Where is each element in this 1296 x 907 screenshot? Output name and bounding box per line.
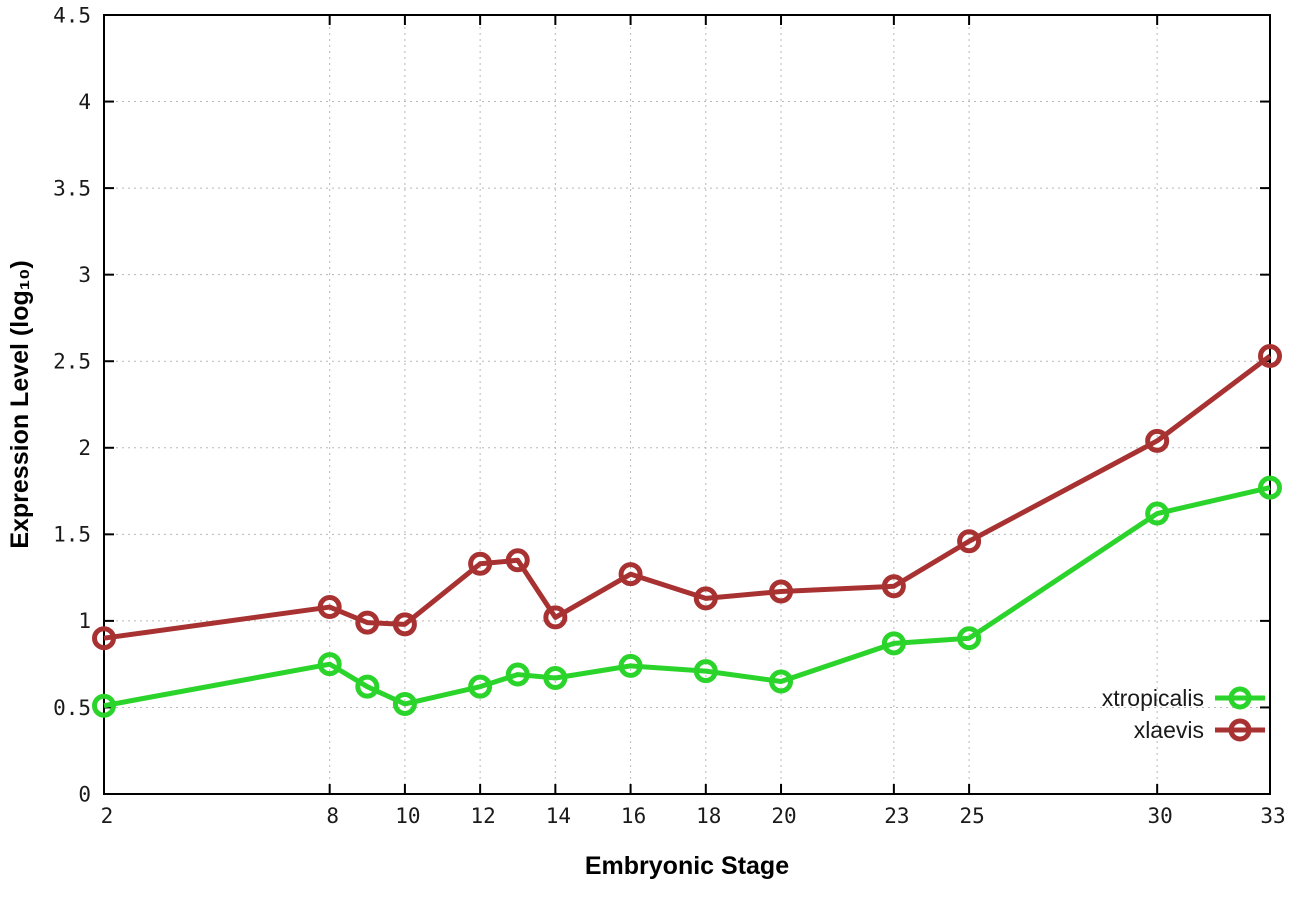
x-tick-label: 25 xyxy=(959,804,984,828)
x-axis-title: Embryonic Stage xyxy=(584,852,790,880)
x-tick-label: 14 xyxy=(546,804,571,828)
data-point-xtropicalis xyxy=(355,674,380,699)
data-point-xlaevis xyxy=(92,626,116,651)
data-point-xtropicalis xyxy=(1258,475,1282,500)
data-point-xlaevis xyxy=(392,612,417,637)
y-tick-label: 1 xyxy=(78,609,91,633)
y-tick-label: 3 xyxy=(78,263,91,287)
data-point-xtropicalis xyxy=(1145,501,1170,526)
data-point-xlaevis xyxy=(957,529,982,554)
y-tick-label: 0.5 xyxy=(53,696,91,720)
legend-label-xlaevis: xlaevis xyxy=(1133,716,1204,743)
legend-marker-xtropicalis xyxy=(1215,686,1265,710)
y-tick-label: 4.5 xyxy=(53,3,91,27)
data-point-xlaevis xyxy=(543,605,568,630)
data-point-xtropicalis xyxy=(505,662,530,687)
x-tick-label: 18 xyxy=(696,804,721,828)
y-tick-label: 2 xyxy=(78,436,91,460)
data-point-xlaevis xyxy=(1145,428,1170,453)
data-point-xlaevis xyxy=(1258,344,1282,369)
data-point-xtropicalis xyxy=(881,631,906,656)
series-line-xlaevis xyxy=(103,354,1272,641)
series-line-xtropicalis xyxy=(103,485,1271,709)
x-tick-label: 23 xyxy=(884,804,909,828)
data-point-xlaevis xyxy=(769,579,794,604)
legend-item-xtropicalis: xtropicalis xyxy=(1102,684,1266,712)
legend-item-xlaevis: xlaevis xyxy=(1134,716,1266,744)
y-tick-label: 1.5 xyxy=(53,523,91,547)
plot-border xyxy=(103,14,1271,795)
legend: xtropicalis xlaevis xyxy=(1102,684,1266,744)
data-point-xtropicalis xyxy=(957,626,982,651)
data-point-xtropicalis xyxy=(92,693,116,718)
x-tick-label: 20 xyxy=(771,804,796,828)
y-tick-label: 2.5 xyxy=(53,350,91,374)
data-point-xtropicalis xyxy=(693,659,718,684)
data-point-xtropicalis xyxy=(392,691,417,716)
y-axis-title: Expression Level (log₁₀) xyxy=(6,260,34,549)
data-point-xtropicalis xyxy=(543,666,568,691)
y-tick-label: 4 xyxy=(78,90,91,114)
data-point-xtropicalis xyxy=(618,653,643,678)
x-tick-label: 2 xyxy=(101,804,114,828)
data-point-xlaevis xyxy=(693,586,718,611)
data-point-xlaevis xyxy=(355,610,380,635)
data-point-xtropicalis xyxy=(769,669,794,694)
legend-marker-xlaevis xyxy=(1215,718,1265,742)
data-point-xlaevis xyxy=(618,562,643,587)
x-tick-label: 12 xyxy=(470,804,495,828)
x-tick-label: 30 xyxy=(1148,804,1173,828)
data-point-xtropicalis xyxy=(317,652,342,677)
x-tick-label: 33 xyxy=(1260,804,1285,828)
data-point-xlaevis xyxy=(468,551,493,576)
data-point-xlaevis xyxy=(505,548,530,573)
data-point-xlaevis xyxy=(881,574,906,599)
data-point-xtropicalis xyxy=(468,674,493,699)
y-tick-label: 0 xyxy=(78,782,91,806)
y-tick-label: 3.5 xyxy=(53,176,91,200)
x-tick-label: 8 xyxy=(326,804,339,828)
x-tick-label: 16 xyxy=(621,804,646,828)
legend-label-xtropicalis: xtropicalis xyxy=(1101,684,1204,711)
data-point-xlaevis xyxy=(317,595,342,620)
x-tick-label: 10 xyxy=(395,804,420,828)
